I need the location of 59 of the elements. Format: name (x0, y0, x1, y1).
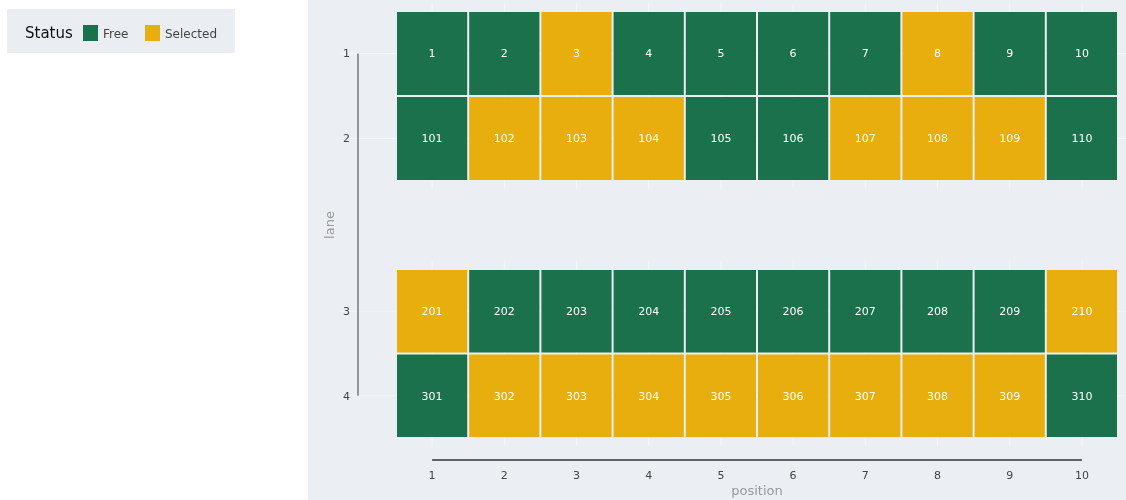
data-label: 206 (782, 305, 804, 319)
data-label: 6 (789, 47, 797, 61)
data-label: 5 (717, 47, 725, 61)
x-tick-label: 8 (934, 468, 941, 482)
data-label: 107 (854, 132, 876, 146)
data-label: 102 (493, 132, 515, 146)
y-axis-title: lane (322, 211, 337, 239)
y-tick-label: 4 (343, 389, 350, 403)
x-tick-label: 5 (717, 468, 725, 482)
data-label: 9 (1006, 47, 1014, 61)
data-label: 110 (1071, 132, 1093, 146)
data-label: 209 (999, 305, 1021, 319)
data-label: 202 (493, 305, 515, 319)
data-label: 207 (854, 305, 876, 319)
data-label: 8 (934, 47, 941, 61)
data-label: 301 (421, 389, 443, 403)
x-tick-label: 6 (789, 468, 797, 482)
data-label: 305 (710, 389, 732, 403)
data-label: 104 (638, 132, 660, 146)
data-label: 205 (710, 305, 732, 319)
x-tick-label: 9 (1006, 468, 1014, 482)
data-label: 204 (638, 305, 660, 319)
data-label: 303 (566, 389, 587, 403)
data-label: 310 (1071, 389, 1093, 403)
x-axis-title: position (731, 483, 783, 498)
data-label: 103 (566, 132, 587, 146)
x-tick-label: 2 (500, 468, 508, 482)
data-label: 4 (645, 47, 653, 61)
x-tick-label: 10 (1074, 468, 1089, 482)
data-label: 1 (428, 47, 436, 61)
data-label: 7 (861, 47, 869, 61)
x-tick-label: 7 (861, 468, 869, 482)
data-label: 2 (500, 47, 508, 61)
data-label: 203 (566, 305, 587, 319)
data-label: 108 (927, 132, 948, 146)
data-label: 308 (927, 389, 948, 403)
text: Status (25, 24, 73, 42)
y-tick-label: 2 (343, 132, 350, 146)
x-tick-label: 4 (645, 468, 653, 482)
data-label: 105 (710, 132, 732, 146)
data-label: 302 (493, 389, 515, 403)
category-label: Free (103, 27, 129, 41)
y-tick-label: 3 (343, 305, 350, 319)
data-label: 307 (854, 389, 876, 403)
data-label: 304 (638, 389, 660, 403)
data-label: 210 (1071, 305, 1093, 319)
data-label: 3 (573, 47, 580, 61)
data-label: 109 (999, 132, 1021, 146)
data-label: 208 (927, 305, 948, 319)
data-label: 309 (999, 389, 1021, 403)
data-label: 101 (421, 132, 443, 146)
y-tick-label: 1 (343, 47, 350, 61)
category-label: Selected (165, 27, 218, 41)
x-tick-label: 1 (428, 468, 436, 482)
data-label: 201 (421, 305, 443, 319)
data-label: 10 (1074, 47, 1089, 61)
x-tick-label: 3 (573, 468, 580, 482)
data-label: 106 (782, 132, 804, 146)
data-label: 306 (782, 389, 804, 403)
